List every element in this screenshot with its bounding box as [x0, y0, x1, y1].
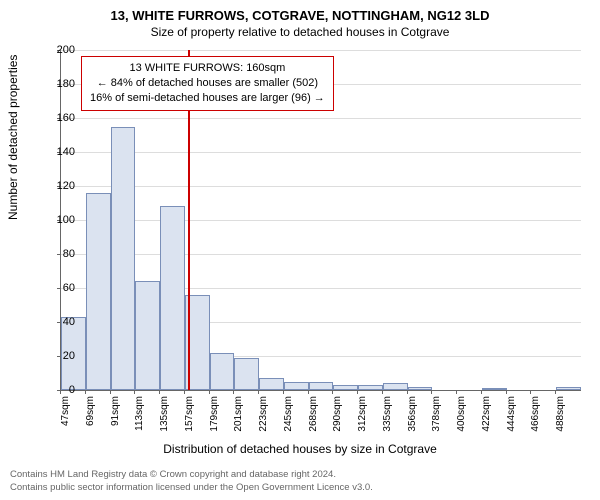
x-tick-mark: [85, 390, 86, 394]
x-tick-label: 312sqm: [357, 396, 368, 432]
chart-container: 13, WHITE FURROWS, COTGRAVE, NOTTINGHAM,…: [0, 0, 600, 500]
x-tick-mark: [233, 390, 234, 394]
y-tick-label: 180: [45, 78, 75, 90]
x-tick-label: 488sqm: [555, 396, 566, 432]
x-tick-label: 113sqm: [134, 396, 145, 431]
x-tick-label: 201sqm: [233, 396, 244, 432]
x-tick-label: 356sqm: [407, 396, 418, 432]
footer-line-2: Contains public sector information licen…: [10, 482, 590, 494]
x-tick-mark: [159, 390, 160, 394]
chart-title: 13, WHITE FURROWS, COTGRAVE, NOTTINGHAM,…: [0, 0, 600, 23]
x-tick-mark: [555, 390, 556, 394]
x-tick-mark: [209, 390, 210, 394]
annotation-line-2: ← 84% of detached houses are smaller (50…: [90, 76, 325, 91]
x-tick-mark: [134, 390, 135, 394]
gridline: [61, 152, 581, 153]
x-tick-label: 157sqm: [184, 396, 195, 432]
annotation-line-3: 16% of semi-detached houses are larger (…: [90, 91, 325, 106]
x-tick-label: 422sqm: [481, 396, 492, 432]
x-tick-mark: [431, 390, 432, 394]
x-tick-label: 400sqm: [456, 396, 467, 432]
x-tick-label: 179sqm: [209, 396, 220, 432]
x-tick-label: 335sqm: [382, 396, 393, 432]
histogram-bar: [259, 378, 284, 390]
x-tick-label: 91sqm: [110, 396, 121, 426]
histogram-bar: [284, 382, 309, 391]
x-tick-mark: [110, 390, 111, 394]
x-tick-mark: [382, 390, 383, 394]
x-tick-label: 466sqm: [530, 396, 541, 432]
gridline: [61, 220, 581, 221]
x-tick-label: 290sqm: [332, 396, 343, 432]
x-tick-label: 47sqm: [60, 396, 71, 426]
y-axis-label: Number of detached properties: [6, 55, 20, 220]
y-tick-label: 20: [45, 350, 75, 362]
x-axis-label: Distribution of detached houses by size …: [0, 442, 600, 456]
x-tick-label: 268sqm: [308, 396, 319, 432]
gridline: [61, 254, 581, 255]
y-tick-label: 40: [45, 316, 75, 328]
gridline: [61, 186, 581, 187]
x-ticks-layer: 47sqm 69sqm 91sqm 113sqm 135sqm 157sqm 179sqm 2…: [60, 390, 580, 450]
x-tick-label: 69sqm: [85, 396, 96, 426]
gridline: [61, 118, 581, 119]
histogram-bar: [135, 281, 160, 390]
annotation-box: 13 WHITE FURROWS: 160sqm← 84% of detache…: [81, 56, 334, 111]
x-tick-mark: [506, 390, 507, 394]
x-tick-mark: [283, 390, 284, 394]
plot-area: 13 WHITE FURROWS: 160sqm← 84% of detache…: [60, 50, 581, 391]
x-tick-label: 135sqm: [159, 396, 170, 432]
footer-line-1: Contains HM Land Registry data © Crown c…: [10, 469, 590, 481]
histogram-bar: [86, 193, 111, 390]
y-tick-label: 60: [45, 282, 75, 294]
x-tick-label: 444sqm: [506, 396, 517, 432]
annotation-line-1: 13 WHITE FURROWS: 160sqm: [90, 61, 325, 76]
y-tick-label: 80: [45, 248, 75, 260]
histogram-bar: [111, 127, 136, 391]
chart-subtitle: Size of property relative to detached ho…: [0, 23, 600, 39]
y-tick-label: 160: [45, 112, 75, 124]
y-tick-label: 200: [45, 44, 75, 56]
y-tick-label: 140: [45, 146, 75, 158]
y-tick-label: 120: [45, 180, 75, 192]
x-tick-label: 223sqm: [258, 396, 269, 432]
x-tick-mark: [530, 390, 531, 394]
copyright-footer: Contains HM Land Registry data © Crown c…: [10, 469, 590, 494]
histogram-bar: [309, 382, 334, 391]
histogram-bar: [383, 383, 408, 390]
gridline: [61, 50, 581, 51]
x-tick-mark: [184, 390, 185, 394]
x-tick-mark: [258, 390, 259, 394]
x-tick-mark: [481, 390, 482, 394]
histogram-bar: [210, 353, 235, 390]
x-tick-mark: [407, 390, 408, 394]
x-tick-mark: [456, 390, 457, 394]
x-tick-label: 245sqm: [283, 396, 294, 432]
histogram-bar: [234, 358, 259, 390]
x-tick-label: 378sqm: [431, 396, 442, 432]
x-tick-mark: [357, 390, 358, 394]
x-tick-mark: [332, 390, 333, 394]
y-tick-label: 0: [45, 384, 75, 396]
y-tick-label: 100: [45, 214, 75, 226]
histogram-bar: [160, 206, 185, 390]
x-tick-mark: [308, 390, 309, 394]
